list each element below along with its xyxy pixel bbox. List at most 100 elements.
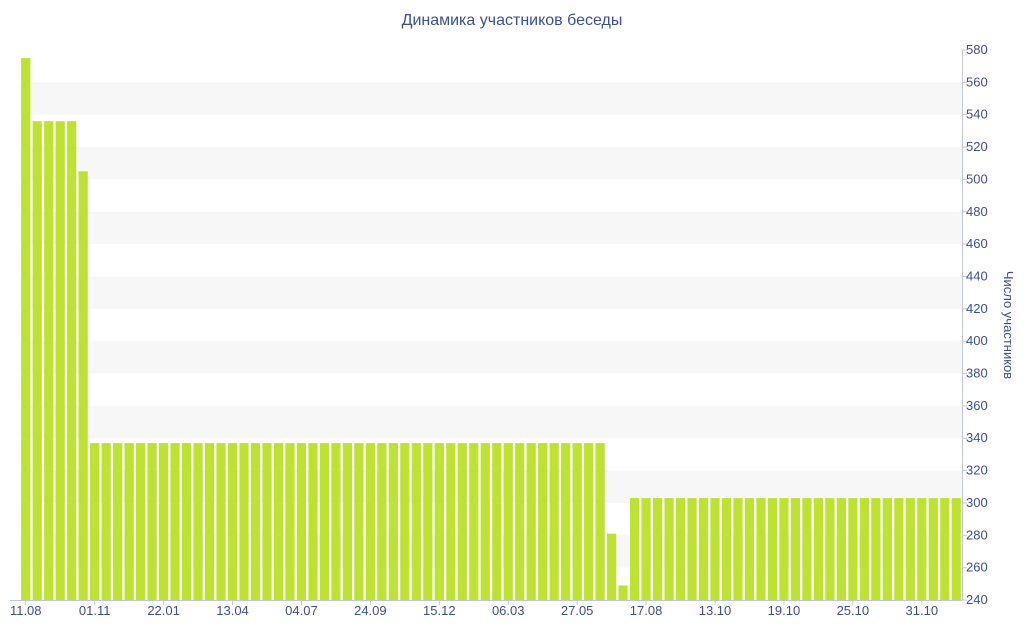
bar [871,498,881,600]
bar [549,443,559,600]
bar [721,498,732,600]
y-tick-label: 560 [966,74,988,89]
bar [262,443,272,600]
bar [561,443,571,600]
bar [469,443,479,600]
grid-band [20,341,962,374]
y-tick-label: 520 [966,139,988,154]
x-tick-label: 24.09 [354,603,387,618]
y-tick-label: 380 [966,366,988,381]
bar [170,443,180,600]
x-tick-label: 19.10 [768,603,801,618]
bar [572,443,582,600]
x-tick-label: 22.01 [147,603,180,618]
y-tick-label: 280 [966,527,988,542]
bar [457,443,467,600]
grid-band [20,82,962,115]
bar [825,498,835,600]
bar [710,498,720,600]
grid-band [20,276,962,309]
bar [411,443,421,600]
bar [204,443,215,600]
bar [779,498,789,600]
x-tick-label: 13.10 [699,603,732,618]
bar [526,443,536,600]
bar [55,121,65,601]
bar [607,533,617,600]
bar [767,498,778,600]
bar [377,443,387,600]
grid-band [20,405,962,439]
bar [216,443,226,600]
bar [319,443,330,600]
bar [664,498,674,600]
y-tick-label: 460 [966,236,988,251]
y-tick-label: 500 [966,171,988,186]
bar [32,121,42,601]
y-tick-label: 440 [966,268,988,283]
bar [388,443,398,600]
bar [813,498,823,600]
bar [285,443,295,600]
bar [67,121,77,601]
bar [354,443,364,600]
bar [124,443,134,600]
bar [181,443,192,600]
bar [848,498,858,600]
bar [21,58,31,600]
x-tick-label: 13.04 [216,603,249,618]
y-tick-label: 400 [966,333,988,348]
bar [652,498,663,600]
bar [90,443,100,600]
grid-band [20,211,962,245]
bar [595,443,605,600]
bar [618,585,628,600]
bar [905,498,915,600]
bar [492,443,502,600]
bar [480,443,490,600]
bar [147,443,157,600]
x-tick-label: 27.05 [561,603,594,618]
bar [296,443,307,600]
x-tick-label: 25.10 [837,603,870,618]
bar [193,443,203,600]
bar [940,498,950,600]
y-tick-label: 360 [966,398,988,413]
bar [641,498,651,600]
y-tick-label: 580 [966,42,988,57]
x-tick-label: 04.07 [285,603,318,618]
y-tick-label: 260 [966,560,988,575]
x-tick-label: 31.10 [906,603,939,618]
bar [159,443,169,600]
bar [434,443,444,600]
y-tick-label: 480 [966,204,988,219]
bar [273,443,284,600]
bar [756,498,766,600]
bar [44,121,54,601]
bar [250,443,261,600]
x-tick-label: 15.12 [423,603,456,618]
bar [790,498,801,600]
bar [675,498,686,600]
y-tick-label: 300 [966,495,988,510]
bar [802,498,812,600]
bar [917,498,927,600]
bar [836,498,846,600]
bar [584,443,594,600]
bar [859,498,869,600]
bar [400,443,410,600]
y-tick-label: 240 [966,592,988,607]
bar [630,498,640,600]
bar [136,443,146,600]
bar [239,443,249,600]
bar [101,443,111,600]
bar [78,171,88,600]
bar [744,498,755,600]
x-tick-label: 11.08 [10,603,42,618]
bar [733,498,743,600]
y-axis: 240 260 280 300 320 340 360 380 400 420 440 460 480 5… [962,42,1016,607]
bar [882,498,892,600]
bar [928,498,938,600]
